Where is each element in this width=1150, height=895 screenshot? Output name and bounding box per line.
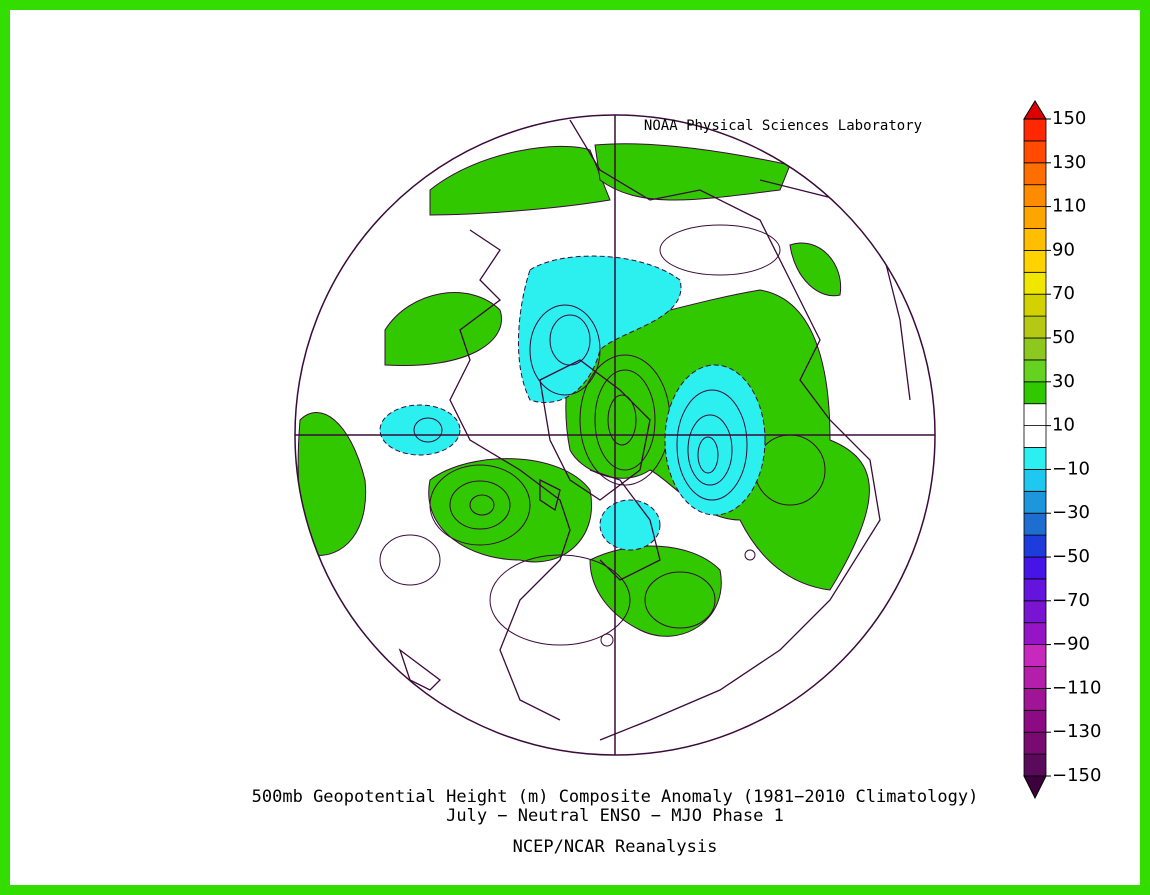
colorbar-band [1023,622,1047,646]
colorbar-label: −70 [1052,590,1090,611]
colorbar-band [1023,271,1047,295]
colorbar-under [1023,775,1047,800]
colorbar-label: −10 [1052,458,1090,479]
source: NCEP/NCAR Reanalysis [513,837,718,857]
colorbar-band [1023,315,1047,339]
colorbar: 150 130 110 90 70 50 30 10 −10 −30 −50 −70 −90 −110 −1… [1023,100,1101,800]
colorbar-label: 150 [1052,108,1086,129]
colorbar-over [1023,100,1047,120]
colorbar-band [1023,206,1047,229]
subtitle: July − Neutral ENSO − MJO Phase 1 [446,806,784,826]
colorbar-band [1023,731,1047,755]
colorbar-label: −150 [1052,765,1101,786]
colorbar-label: −50 [1052,546,1090,567]
title: 500mb Geopotential Height (m) Composite … [252,787,979,807]
colorbar-band [1023,490,1047,514]
colorbar-band [1023,512,1047,536]
colorbar-band [1023,162,1047,186]
credit: NOAA Physical Sciences Laboratory [644,118,922,134]
colorbar-label: 10 [1052,415,1075,436]
colorbar-band [1023,709,1047,733]
colorbar-band [1023,578,1047,602]
colorbar-label: 90 [1052,239,1075,260]
colorbar-band [1023,688,1047,711]
colorbar-band [1023,381,1047,405]
colorbar-band [1023,753,1047,777]
colorbar-band [1023,359,1047,383]
colorbar-band [1023,337,1047,361]
map [297,119,911,741]
colorbar-label: 130 [1052,152,1086,173]
colorbar-band [1023,140,1047,164]
colorbar-band [1023,468,1047,492]
colorbar-band [1023,666,1047,689]
colorbar-label: −90 [1052,634,1090,655]
colorbar-label: −130 [1052,721,1101,742]
colorbar-label: 50 [1052,327,1075,348]
colorbar-band [1023,534,1047,558]
colorbar-band [1023,447,1047,470]
colorbar-label: 70 [1052,283,1075,304]
colorbar-band [1023,249,1047,273]
colorbar-label: −30 [1052,502,1090,523]
colorbar-label: 110 [1052,196,1086,217]
anomaly-field [297,143,870,647]
colorbar-band [1023,644,1047,667]
colorbar-band [1023,425,1047,448]
colorbar-band [1023,293,1047,317]
colorbar-label: −110 [1052,677,1101,698]
colorbar-band [1023,118,1047,142]
colorbar-band [1023,228,1047,251]
colorbar-band [1023,600,1047,624]
colorbar-band [1023,403,1047,427]
colorbar-band [1023,184,1047,207]
colorbar-label: 30 [1052,371,1075,392]
colorbar-band [1023,556,1047,580]
